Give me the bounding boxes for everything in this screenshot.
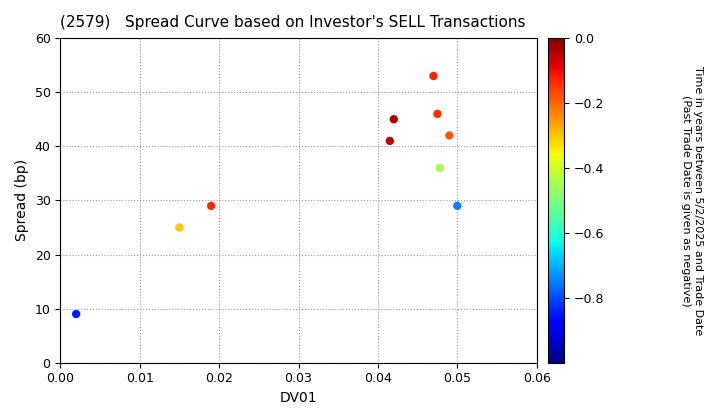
Point — [434, 165, 446, 171]
Point — [432, 110, 444, 117]
Point — [388, 116, 400, 123]
Point — [205, 202, 217, 209]
X-axis label: DV01: DV01 — [279, 391, 318, 405]
Text: (2579)   Spread Curve based on Investor's SELL Transactions: (2579) Spread Curve based on Investor's … — [60, 15, 526, 30]
Point — [444, 132, 455, 139]
Y-axis label: Time in years between 5/2/2025 and Trade Date
(Past Trade Date is given as negat: Time in years between 5/2/2025 and Trade… — [681, 66, 703, 335]
Point — [451, 202, 463, 209]
Point — [428, 73, 439, 79]
Y-axis label: Spread (bp): Spread (bp) — [15, 159, 29, 242]
Point — [71, 311, 82, 318]
Point — [384, 137, 395, 144]
Point — [174, 224, 185, 231]
